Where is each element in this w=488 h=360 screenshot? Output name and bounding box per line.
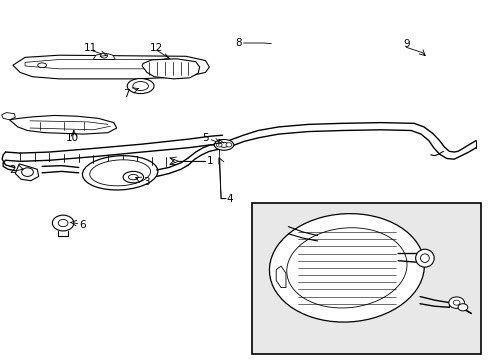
Text: 10: 10 xyxy=(66,133,79,143)
Text: 2: 2 xyxy=(10,165,16,175)
Ellipse shape xyxy=(415,249,433,267)
Ellipse shape xyxy=(38,63,46,68)
Polygon shape xyxy=(15,164,39,181)
Ellipse shape xyxy=(286,228,406,308)
Text: 11: 11 xyxy=(84,43,97,53)
Circle shape xyxy=(58,220,68,226)
Ellipse shape xyxy=(420,254,428,262)
Circle shape xyxy=(21,168,33,176)
Ellipse shape xyxy=(123,171,143,183)
Text: 9: 9 xyxy=(402,40,409,49)
Ellipse shape xyxy=(128,175,138,180)
Ellipse shape xyxy=(219,142,228,147)
Circle shape xyxy=(101,53,107,58)
Ellipse shape xyxy=(82,156,158,190)
Circle shape xyxy=(52,215,74,231)
Circle shape xyxy=(457,304,467,311)
Ellipse shape xyxy=(133,82,148,90)
Polygon shape xyxy=(25,59,193,69)
Text: 12: 12 xyxy=(150,43,163,53)
Polygon shape xyxy=(13,55,209,79)
Ellipse shape xyxy=(269,213,424,322)
Polygon shape xyxy=(142,59,199,79)
Text: 8: 8 xyxy=(235,38,242,48)
Text: 7: 7 xyxy=(123,89,129,99)
Polygon shape xyxy=(9,116,117,134)
Text: 5: 5 xyxy=(202,133,208,143)
Circle shape xyxy=(448,297,464,309)
Ellipse shape xyxy=(162,63,170,68)
Ellipse shape xyxy=(90,160,150,186)
Polygon shape xyxy=(276,266,285,288)
Circle shape xyxy=(216,143,222,147)
Ellipse shape xyxy=(127,78,154,94)
Bar xyxy=(251,203,480,354)
Text: 6: 6 xyxy=(79,220,86,230)
Polygon shape xyxy=(1,113,15,120)
Circle shape xyxy=(225,143,231,147)
Text: 4: 4 xyxy=(226,194,233,204)
Text: 3: 3 xyxy=(142,177,149,187)
Circle shape xyxy=(452,300,459,305)
Polygon shape xyxy=(93,54,115,59)
Text: 1: 1 xyxy=(206,156,213,166)
Ellipse shape xyxy=(214,139,233,150)
